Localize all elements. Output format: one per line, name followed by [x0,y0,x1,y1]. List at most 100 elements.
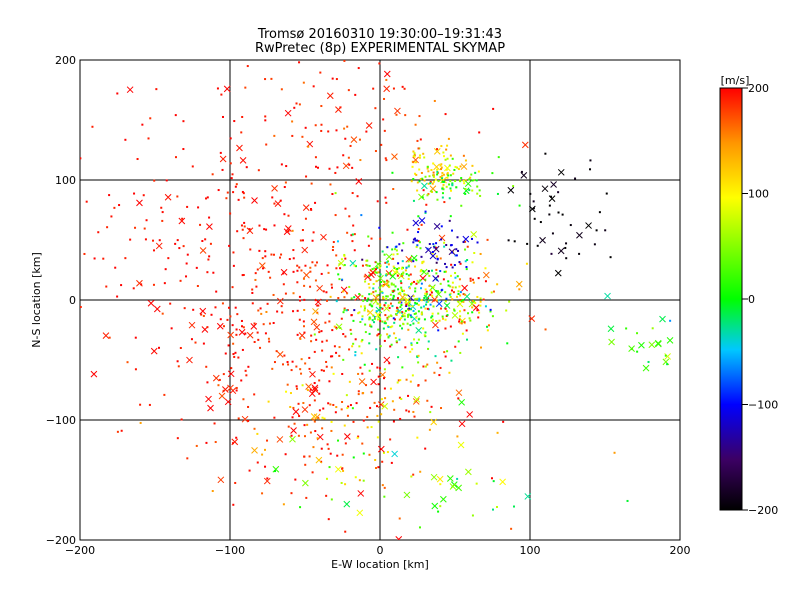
data-point-dot [539,221,542,224]
data-point-dot [434,246,437,249]
data-point-dot [297,434,300,437]
data-point-dot [386,333,389,336]
colorbar-tick-label: 0 [748,293,755,306]
data-point-x [585,222,592,229]
data-point-dot [447,280,450,283]
data-point-dot [375,348,378,351]
data-point-dot [377,420,380,423]
data-point-dot [332,241,335,244]
data-point-dot [431,315,434,318]
data-point-dot [253,340,256,343]
data-point-dot [397,301,400,304]
data-point-dot [318,379,321,382]
data-point-x [430,473,438,481]
data-point-dot [343,307,346,310]
data-point-dot [182,120,185,123]
data-point-dot [452,291,455,294]
data-point-x [276,350,284,358]
data-point-dot [347,405,350,408]
data-point-dot [376,265,379,268]
data-point-dot [419,154,422,157]
data-point-x [457,441,465,449]
data-point-x [335,106,342,113]
data-point-dot [389,387,392,390]
data-point-dot [279,256,282,259]
data-point-dot [443,241,446,244]
data-point-dot [417,231,420,234]
data-point-dot [341,401,344,404]
data-point-dot [446,350,449,353]
data-point-dot [334,171,337,174]
data-point-dot [341,453,344,456]
data-point-dot [234,351,237,354]
data-point-dot [262,323,265,326]
data-point-dot [409,324,412,327]
data-point-dot [479,252,482,255]
data-point-dot [395,113,398,116]
data-point-x [308,390,316,398]
data-point-x [219,155,227,163]
data-point-dot [476,295,479,298]
data-point-dot [445,185,448,188]
data-point-x [576,231,583,239]
data-point-dot [408,304,411,307]
data-point-dot [354,351,357,354]
data-point-dot [424,288,427,291]
data-point-dot [429,182,432,185]
data-point-dot [287,230,290,233]
data-point-dot [462,293,465,296]
data-point-dot [424,175,427,178]
data-point-x [90,370,98,378]
data-point-dot [392,283,395,286]
data-point-dot [418,168,421,171]
data-point-dot [371,305,374,308]
data-point-dot [349,144,352,147]
data-point-dot [454,254,457,257]
data-point-dot [314,264,317,267]
data-point-dot [439,257,442,260]
data-point-dot [383,129,386,132]
data-point-dot [414,312,417,315]
data-point-x [438,234,446,242]
grid-lines [80,60,680,540]
data-point-dot [427,340,430,343]
data-point-dot [400,282,403,285]
data-point-dot [436,173,439,176]
data-point-dot [431,251,434,254]
data-point-dot [361,264,364,267]
data-point-dot [245,374,248,377]
data-point-dot [411,165,414,168]
data-point-dot [425,301,428,304]
data-point-dot [387,326,390,329]
data-point-dot [335,78,338,81]
data-point-dot [242,326,245,329]
data-point-dot [417,215,420,218]
data-point-dot [414,265,417,268]
data-point-dot [422,260,425,263]
data-point-dot [401,314,404,317]
data-point-dot [484,267,487,270]
data-point-dot [396,381,399,384]
data-point-dot [414,287,417,290]
data-point-dot [196,284,199,287]
data-point-dot [463,309,466,312]
data-point-dot [435,268,438,271]
data-point-dot [435,242,438,245]
data-point-dot [471,514,474,517]
data-point-x [310,318,318,326]
data-point-dot [264,250,267,253]
data-point-dot [386,318,389,321]
data-point-dot [429,293,432,296]
data-point-dot [372,87,375,90]
data-point-dot [459,294,462,297]
data-point-dot [303,435,306,438]
data-point-dot [598,211,601,214]
data-point-dot [463,321,466,324]
data-point-dot [426,165,429,168]
data-point-dot [438,319,441,322]
data-point-dot [440,225,443,228]
data-point-dot [422,270,425,273]
data-point-dot [163,393,166,396]
data-point-dot [178,247,181,250]
data-point-dot [134,226,137,229]
